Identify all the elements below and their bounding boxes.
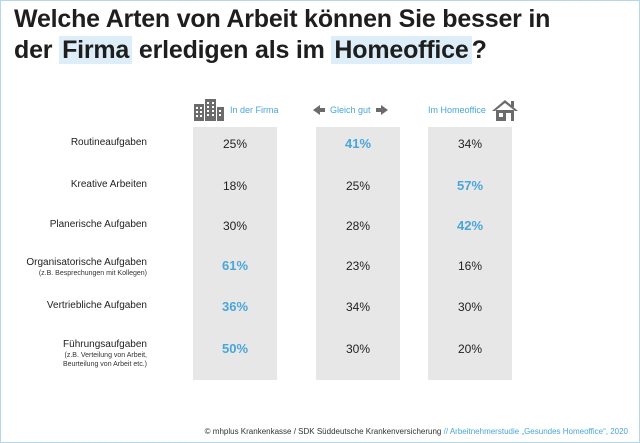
- double-arrow-icon: [313, 105, 325, 115]
- footer-source: © mhplus Krankenkasse / SDK Süddeutsche …: [204, 427, 442, 436]
- value-cell: 28%: [345, 219, 371, 233]
- value-cell: 25%: [345, 179, 371, 193]
- column-label-gleich: Gleich gut: [330, 105, 371, 115]
- row-label: Führungsaufgaben (z.B. Verteilung von Arb…: [0, 339, 147, 369]
- value-cell: 18%: [222, 179, 248, 193]
- title-line-1: Welche Arten von Arbeit können Sie besse…: [14, 5, 551, 33]
- row-label-text: Kreative Arbeiten: [70, 179, 147, 190]
- row-label-text: Organisatorische Aufgaben: [26, 257, 147, 268]
- value-cell: 20%: [457, 342, 483, 356]
- row-label-subtext: (z.B. Verteilung von Arbeit, Beurteilung…: [62, 352, 147, 368]
- title-text: erledigen als im: [132, 36, 332, 64]
- row-label: Vertriebliche Aufgaben: [0, 300, 147, 312]
- column-bg-firma: [193, 127, 277, 380]
- column-header-firma: In der Firma: [193, 99, 279, 121]
- row-label-text: Vertriebliche Aufgaben: [46, 300, 147, 311]
- title-text: der: [14, 36, 60, 64]
- row-label: Organisatorische Aufgaben (z.B. Besprechu…: [0, 257, 147, 278]
- column-header-homeoffice: Im Homeoffice: [428, 99, 518, 121]
- row-label-text: Führungsaufgaben: [63, 339, 147, 350]
- value-cell: 50%: [221, 341, 249, 356]
- double-arrow-icon: [375, 105, 388, 115]
- title-highlight-homeoffice: Homeoffice: [331, 36, 472, 64]
- value-cell: 23%: [345, 259, 371, 273]
- value-cell: 57%: [456, 178, 484, 193]
- value-cell: 30%: [345, 342, 371, 356]
- column-header-gleich: Gleich gut: [313, 99, 388, 121]
- footer: © mhplus Krankenkasse / SDK Süddeutsche …: [205, 427, 628, 436]
- row-label-subtext: (z.B. Besprechungen mit Kollegen): [38, 270, 147, 277]
- value-cell: 34%: [457, 137, 483, 151]
- row-label: Routineaufgaben: [0, 137, 147, 149]
- row-label-text: Routineaufgaben: [70, 137, 147, 148]
- value-cell: 41%: [344, 136, 372, 151]
- office-buildings-icon: [194, 99, 224, 121]
- row-label-text: Planerische Aufgaben: [49, 219, 147, 230]
- value-cell: 42%: [456, 218, 484, 233]
- value-cell: 25%: [222, 137, 248, 151]
- row-label: Planerische Aufgaben: [0, 219, 147, 231]
- value-cell: 30%: [457, 300, 483, 314]
- value-cell: 61%: [221, 258, 249, 273]
- title-highlight-firma: Firma: [59, 36, 133, 64]
- title-text: ?: [471, 36, 487, 64]
- value-cell: 30%: [222, 219, 248, 233]
- value-cell: 34%: [345, 300, 371, 314]
- column-bg-gleich: [316, 127, 400, 380]
- value-cell: 16%: [457, 259, 483, 273]
- row-label: Kreative Arbeiten: [0, 179, 147, 191]
- column-label-firma: In der Firma: [230, 105, 279, 115]
- value-cell: 36%: [221, 299, 249, 314]
- chart-title: Welche Arten von Arbeit können Sie besse…: [14, 4, 626, 66]
- footer-study: // Arbeitnehmerstudie „Gesundes Homeoffi…: [443, 427, 628, 436]
- title-line-2: der Firma erledigen als im Homeoffice?: [14, 35, 626, 66]
- house-icon: [491, 100, 518, 121]
- column-label-homeoffice: Im Homeoffice: [428, 105, 486, 115]
- column-bg-homeoffice: [428, 127, 512, 380]
